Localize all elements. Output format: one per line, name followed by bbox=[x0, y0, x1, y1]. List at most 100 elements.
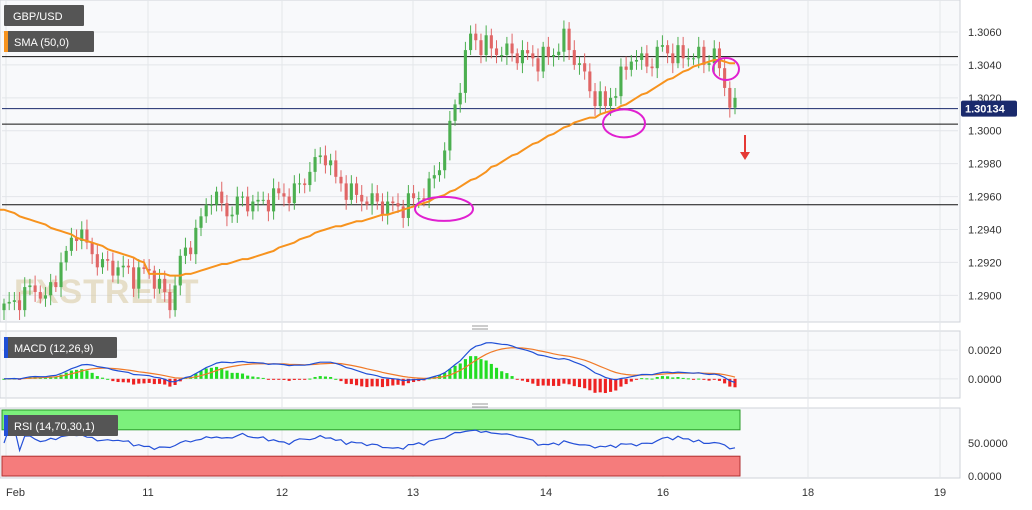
y-tick-rsi-1: 0.0000 bbox=[968, 471, 1002, 483]
macd-hist-bar bbox=[655, 376, 659, 379]
macd-hist-bar bbox=[536, 378, 540, 386]
candle-body bbox=[500, 55, 504, 57]
macd-hist-bar bbox=[215, 366, 219, 379]
candle-body bbox=[712, 48, 716, 64]
macd-hist-bar bbox=[137, 378, 141, 384]
macd-resize-handle[interactable] bbox=[472, 325, 488, 330]
candle-body bbox=[152, 270, 156, 289]
sma-tag[interactable]: SMA (50,0) bbox=[4, 31, 94, 52]
macd-hist-bar bbox=[2, 378, 6, 380]
candle-body bbox=[541, 46, 545, 72]
candle-body bbox=[266, 199, 270, 212]
macd-hist-bar bbox=[282, 378, 286, 380]
candle-body bbox=[344, 183, 348, 200]
macd-hist-bar bbox=[551, 378, 556, 386]
macd-hist-bar bbox=[64, 372, 68, 379]
candle-body bbox=[624, 66, 628, 70]
macd-hist-bar bbox=[297, 378, 302, 380]
macd-hist-bar bbox=[702, 378, 706, 380]
macd-hist-bar bbox=[629, 378, 633, 382]
macd-hist-bar bbox=[484, 360, 488, 379]
candle-body bbox=[562, 28, 566, 52]
macd-line bbox=[3, 342, 736, 383]
candle-body bbox=[463, 50, 467, 93]
candle-body bbox=[100, 259, 105, 268]
sma-layer bbox=[0, 59, 735, 277]
macd-hist-bar bbox=[707, 378, 711, 381]
rsi-resize-handle[interactable] bbox=[472, 403, 488, 408]
candle-body bbox=[458, 92, 462, 105]
candle-body bbox=[90, 242, 94, 255]
candle-body bbox=[380, 201, 385, 215]
candle-body bbox=[157, 278, 162, 289]
macd-hist-bar bbox=[308, 378, 312, 380]
candle-body bbox=[220, 191, 224, 204]
axis-layer: 1.2900 1.2920 1.2940 1.2960 1.2980 1.3000 1.30… bbox=[6, 27, 1008, 499]
y-tick-rsi-0: 50.0000 bbox=[968, 438, 1008, 450]
macd-hist-bar bbox=[251, 376, 255, 379]
candle-body bbox=[2, 303, 6, 311]
candle-body bbox=[484, 35, 488, 56]
macd-hist-bar bbox=[505, 373, 509, 379]
candle-body bbox=[209, 204, 213, 206]
x-tick-0: Feb bbox=[6, 487, 25, 499]
candle-body bbox=[640, 53, 644, 60]
macd-hist-bar bbox=[650, 378, 654, 380]
y-tick-macd-1: 0.0000 bbox=[968, 374, 1002, 386]
macd-hist-bar bbox=[220, 368, 224, 379]
macd-hist-bar bbox=[577, 378, 582, 388]
macd-hist-bar bbox=[225, 370, 229, 379]
macd-hist-bar bbox=[406, 378, 410, 384]
macd-hist-bar bbox=[95, 376, 99, 379]
candle-body bbox=[546, 46, 550, 57]
macd-hist-bar bbox=[494, 367, 499, 379]
candle-body bbox=[588, 71, 592, 92]
candle-body bbox=[494, 48, 499, 56]
candle-body bbox=[313, 157, 317, 172]
macd-hist-bar bbox=[691, 378, 696, 380]
candle-body bbox=[240, 196, 245, 198]
macd-hist-bar bbox=[163, 378, 167, 385]
candle-body bbox=[116, 267, 120, 276]
candle-body bbox=[85, 229, 89, 243]
candle-body bbox=[33, 285, 37, 293]
candle-body bbox=[7, 301, 11, 304]
candle-body bbox=[422, 198, 426, 200]
macd-hist-bar bbox=[391, 378, 395, 386]
candle-body bbox=[318, 155, 322, 158]
candle-body bbox=[80, 229, 84, 241]
macd-hist-bar bbox=[546, 378, 550, 386]
candle-body bbox=[230, 214, 234, 217]
macd-hist-bar bbox=[474, 356, 478, 379]
macd-hist-bar bbox=[697, 378, 701, 380]
candle-body bbox=[163, 278, 167, 293]
candle-body bbox=[173, 285, 177, 311]
candle-body bbox=[297, 183, 302, 185]
x-tick-6: 18 bbox=[802, 487, 814, 499]
candle-body bbox=[707, 63, 711, 65]
candle-body bbox=[557, 51, 561, 56]
macd-hist-bar bbox=[562, 378, 566, 384]
candle-body bbox=[453, 104, 457, 121]
macd-hist-bar bbox=[572, 378, 576, 387]
candle-body bbox=[396, 203, 400, 207]
y-tick-main-5: 1.3000 bbox=[968, 126, 1002, 138]
macd-tag[interactable]: MACD (12,26,9) bbox=[4, 337, 117, 358]
x-tick-7: 19 bbox=[934, 487, 946, 499]
macd-hist-bar bbox=[54, 376, 58, 379]
macd-hist-bar bbox=[598, 378, 602, 393]
candle-body bbox=[469, 33, 473, 51]
candle-body bbox=[178, 255, 182, 286]
symbol-tag[interactable]: GBP/USD bbox=[4, 5, 84, 26]
rsi-tag[interactable]: RSI (14,70,30,1) bbox=[4, 415, 118, 436]
candle-body bbox=[391, 201, 395, 204]
rsi-line bbox=[3, 427, 736, 453]
macd-hist-bar bbox=[666, 376, 670, 379]
macd-hist-bar bbox=[686, 378, 690, 380]
candle-body bbox=[106, 259, 110, 261]
candle-body bbox=[567, 28, 571, 51]
rsi-layer bbox=[3, 427, 736, 453]
candle-body bbox=[733, 97, 737, 108]
candle-body bbox=[609, 97, 613, 107]
candle-body bbox=[282, 193, 286, 197]
